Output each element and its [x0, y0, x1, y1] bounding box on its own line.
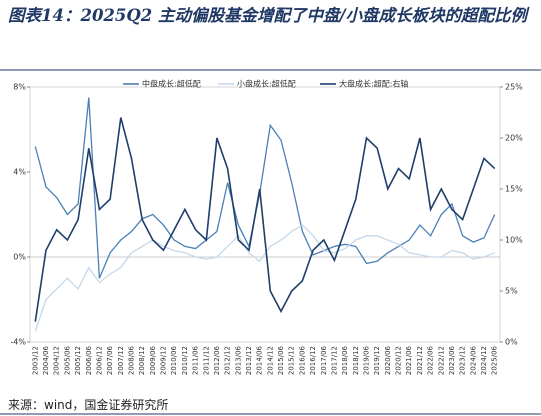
x-tick-label: 2017/12: [330, 346, 338, 375]
y2-tick-label: 5%: [505, 287, 518, 296]
series-line: [34, 97, 496, 279]
x-tick-label: 2019/12: [373, 346, 381, 375]
y2-tick-label: 20%: [505, 134, 523, 143]
x-tick-label: 2022/12: [437, 346, 445, 375]
x-tick-label: 2024/12: [480, 346, 488, 375]
series-line: [34, 117, 496, 322]
x-tick-label: 2006/06: [85, 345, 93, 375]
x-tick-label: 2007/12: [117, 346, 125, 375]
x-tick-label: 2005/12: [74, 346, 82, 375]
x-tick-label: 2006/12: [95, 346, 103, 375]
x-tick-label: 2014/12: [266, 346, 274, 375]
y2-tick-label: 25%: [505, 83, 523, 92]
x-tick-label: 2014/06: [256, 345, 264, 375]
x-tick-label: 2004/12: [53, 346, 61, 375]
y-tick-label: 8%: [13, 83, 26, 92]
y2-tick-label: 15%: [505, 185, 523, 194]
x-tick-label: 2018/06: [341, 345, 349, 375]
y2-tick-label: 10%: [505, 236, 523, 245]
x-tick-label: 2008/12: [138, 346, 146, 375]
x-tick-label: 2011/06: [192, 345, 200, 375]
x-tick-label: 2012/06: [213, 345, 221, 375]
x-tick-label: 2009/06: [149, 345, 157, 375]
x-tick-label: 2004/06: [42, 345, 50, 375]
x-tick-label: 2013/06: [234, 345, 242, 375]
y-tick-label: 4%: [13, 168, 26, 177]
x-tick-label: 2015/06: [277, 345, 285, 375]
x-tick-label: 2016/12: [309, 346, 317, 375]
legend-label: 大盘成长:超配:右轴: [339, 79, 408, 89]
x-tick-label: 2022/06: [427, 345, 435, 375]
series-line: [34, 224, 495, 332]
legend-label: 小盘成长:超低配: [237, 79, 296, 89]
x-tick-label: 2008/06: [127, 345, 135, 375]
x-tick-label: 2007/06: [106, 345, 114, 375]
x-tick-label: 2016/06: [298, 345, 306, 375]
legend-label: 中盘成长:超低配: [142, 79, 201, 89]
x-tick-label: 2017/06: [320, 345, 328, 375]
x-tick-label: 2009/12: [160, 346, 168, 375]
y2-tick-label: 0%: [505, 338, 518, 347]
title: 图表14：2025Q2 主动偏股基金增配了中盘/小盘成长板块的超配比例: [8, 6, 528, 25]
x-tick-label: 2011/12: [202, 346, 210, 375]
x-tick-label: 2019/06: [362, 345, 370, 375]
x-tick-label: 2020/06: [384, 345, 392, 375]
x-tick-label: 2021/06: [405, 345, 413, 375]
x-tick-label: 2020/12: [395, 346, 403, 375]
x-tick-label: 2018/12: [352, 346, 360, 375]
x-tick-label: 2025/06: [491, 345, 499, 375]
x-tick-label: 2015/12: [288, 346, 296, 375]
x-tick-label: 2023/12: [459, 346, 467, 375]
x-tick-label: 2023/06: [448, 345, 456, 375]
x-tick-label: 2024/06: [469, 345, 477, 375]
x-tick-label: 2003/12: [31, 346, 39, 375]
source: 来源：wind，国金证券研究所: [8, 398, 169, 412]
y-tick-label: 0%: [13, 253, 26, 262]
x-tick-label: 2010/06: [170, 345, 178, 375]
x-tick-label: 2013/12: [245, 346, 253, 375]
y-tick-label: -4%: [10, 338, 26, 347]
x-tick-label: 2005/06: [63, 345, 71, 375]
x-tick-label: 2012/12: [224, 346, 232, 375]
plot-frame: [29, 86, 501, 343]
x-tick-label: 2010/12: [181, 346, 189, 375]
x-tick-label: 2021/12: [416, 346, 424, 375]
